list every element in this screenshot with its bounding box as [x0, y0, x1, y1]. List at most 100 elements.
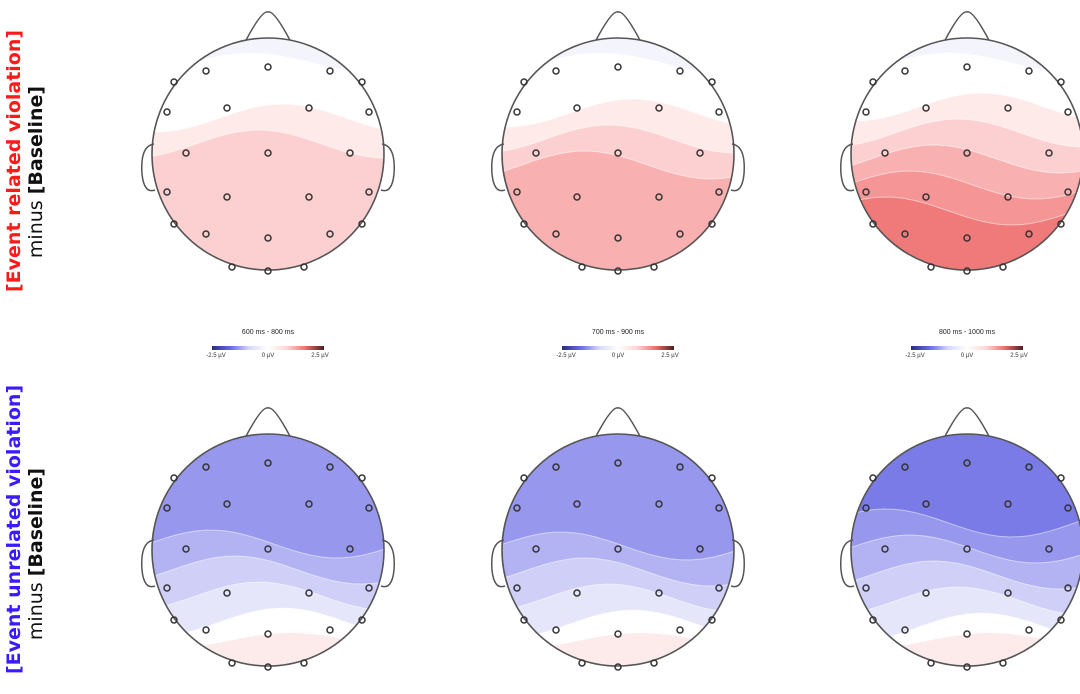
electrode-marker: [676, 626, 684, 634]
electrode-marker: [655, 500, 663, 508]
electrode-marker: [869, 220, 877, 228]
electrode-marker: [520, 616, 528, 624]
electrode-marker: [228, 659, 236, 667]
electrode-marker: [614, 149, 622, 157]
electrode-marker: [264, 545, 272, 553]
electrode-marker: [552, 463, 560, 471]
electrode-marker: [513, 188, 521, 196]
electrode-marker: [963, 267, 971, 275]
electrode-marker: [1045, 149, 1053, 157]
electrode-marker: [264, 459, 272, 467]
electrode-marker: [881, 149, 889, 157]
electrode-marker: [202, 626, 210, 634]
colorbar: [911, 346, 1023, 350]
electrode-marker: [901, 463, 909, 471]
electrode-marker: [922, 589, 930, 597]
electrode-marker: [963, 234, 971, 242]
electrode-marker: [901, 67, 909, 75]
electrode-marker: [346, 545, 354, 553]
time-window-label: 700 ms - 900 ms: [592, 329, 645, 336]
electrode-marker: [655, 104, 663, 112]
electrode-marker: [999, 659, 1007, 667]
head-nose: [595, 11, 641, 41]
electrode-marker: [1057, 474, 1065, 482]
electrode-marker: [708, 78, 716, 86]
electrode-marker: [1025, 67, 1033, 75]
electrode-marker: [223, 104, 231, 112]
head-nose: [595, 407, 641, 437]
electrode-marker: [1025, 463, 1033, 471]
head-nose: [245, 11, 291, 41]
colorbar-max-label: 2.5 µV: [311, 353, 328, 359]
head-right-ear: [730, 143, 745, 192]
electrode-marker: [614, 459, 622, 467]
electrode-marker: [520, 474, 528, 482]
electrode-marker: [862, 584, 870, 592]
electrode-marker: [202, 463, 210, 471]
electrode-marker: [264, 149, 272, 157]
electrode-marker: [1004, 193, 1012, 201]
electrode-marker: [1004, 589, 1012, 597]
electrode-marker: [365, 584, 373, 592]
electrode-marker: [696, 149, 704, 157]
electrode-marker: [300, 659, 308, 667]
electrode-marker: [614, 63, 622, 71]
electrode-marker: [513, 504, 521, 512]
colorbar: [562, 346, 674, 350]
electrode-marker: [228, 263, 236, 271]
electrode-marker: [264, 663, 272, 671]
electrode-marker: [532, 545, 540, 553]
electrode-marker: [264, 267, 272, 275]
electrode-marker: [655, 589, 663, 597]
electrode-marker: [676, 230, 684, 238]
electrode-marker: [358, 220, 366, 228]
electrode-marker: [614, 663, 622, 671]
electrode-marker: [305, 104, 313, 112]
electrode-marker: [305, 500, 313, 508]
electrode-marker: [305, 193, 313, 201]
head-right-ear: [380, 539, 395, 588]
electrode-marker: [963, 545, 971, 553]
topomap-row1-panel1: [141, 11, 395, 275]
electrode-marker: [869, 78, 877, 86]
electrode-marker: [869, 616, 877, 624]
topomap-row2-panel2: [491, 407, 745, 671]
electrode-marker: [182, 149, 190, 157]
electrode-marker: [346, 149, 354, 157]
electrode-marker: [552, 67, 560, 75]
head-left-ear: [141, 539, 156, 588]
electrode-marker: [264, 630, 272, 638]
head-right-ear: [730, 539, 745, 588]
electrode-marker: [1004, 500, 1012, 508]
electrode-marker: [552, 626, 560, 634]
electrode-marker: [573, 104, 581, 112]
topomap-row1-panel2: [491, 11, 745, 275]
head-nose: [944, 11, 990, 41]
colorbar: [212, 346, 324, 350]
electrode-marker: [708, 616, 716, 624]
electrode-marker: [1025, 626, 1033, 634]
electrode-marker: [1064, 188, 1072, 196]
potential-contour-band: [502, 38, 734, 73]
electrode-marker: [922, 104, 930, 112]
potential-contour-band: [851, 38, 1080, 73]
electrode-marker: [715, 188, 723, 196]
potential-contour-band: [152, 129, 384, 270]
electrode-marker: [358, 78, 366, 86]
electrode-marker: [963, 459, 971, 467]
electrode-marker: [163, 108, 171, 116]
electrode-marker: [326, 626, 334, 634]
electrode-marker: [573, 500, 581, 508]
electrode-marker: [163, 504, 171, 512]
time-window-label: 600 ms - 800 ms: [242, 329, 295, 336]
electrode-marker: [715, 504, 723, 512]
electrode-marker: [520, 220, 528, 228]
head-nose: [245, 407, 291, 437]
topomap-row2-panel3: [840, 407, 1080, 671]
head-left-ear: [141, 143, 156, 192]
electrode-marker: [614, 267, 622, 275]
electrode-marker: [182, 545, 190, 553]
electrode-marker: [552, 230, 560, 238]
electrode-marker: [1045, 545, 1053, 553]
electrode-marker: [170, 220, 178, 228]
